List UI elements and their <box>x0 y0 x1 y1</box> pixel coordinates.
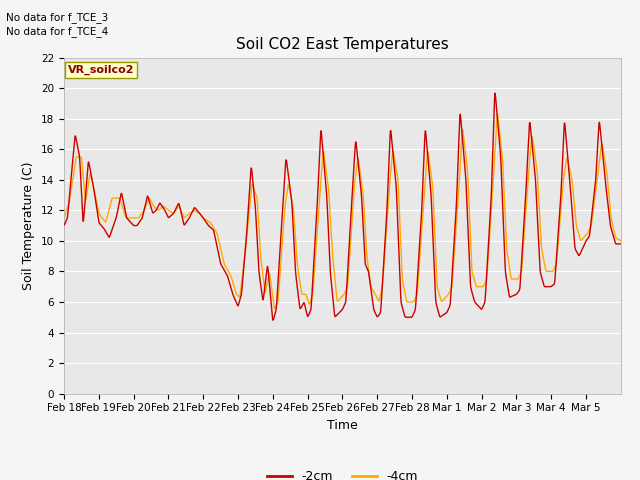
Text: No data for f_TCE_3: No data for f_TCE_3 <box>6 12 109 23</box>
Text: VR_soilco2: VR_soilco2 <box>68 64 134 75</box>
Legend: -2cm, -4cm: -2cm, -4cm <box>262 465 423 480</box>
X-axis label: Time: Time <box>327 419 358 432</box>
Text: No data for f_TCE_4: No data for f_TCE_4 <box>6 26 109 37</box>
Y-axis label: Soil Temperature (C): Soil Temperature (C) <box>22 161 35 290</box>
Title: Soil CO2 East Temperatures: Soil CO2 East Temperatures <box>236 37 449 52</box>
